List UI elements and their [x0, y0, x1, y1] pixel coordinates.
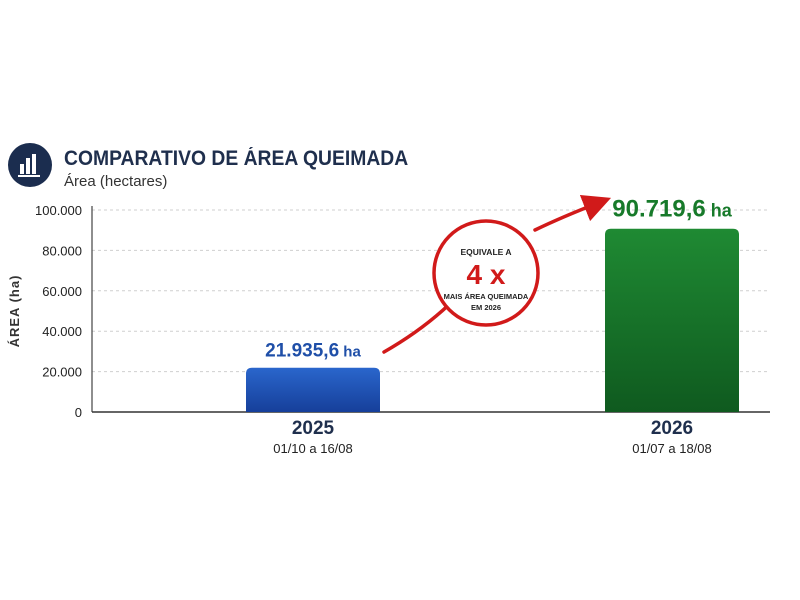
x-tick-label: 2026 [651, 418, 693, 439]
y-tick-label: 0 [75, 405, 82, 420]
chart-header: COMPARATIVO DE ÁREA QUEIMADA Área (hecta… [8, 143, 508, 193]
data-label-2025: 21.935,6 ha [265, 341, 361, 362]
annotation-line1: EQUIVALE A [460, 247, 511, 257]
annotation-multiplier: 4 x [467, 259, 506, 290]
annotation-line3: EM 2026 [471, 303, 501, 312]
x-tick-sublabel: 01/07 a 18/08 [632, 441, 712, 456]
y-tick-label: 100.000 [35, 203, 82, 218]
bar-2025 [246, 367, 380, 412]
bar-chart-icon [8, 143, 52, 187]
annotation-circle [432, 219, 540, 327]
arrow-upper-segment [533, 195, 612, 232]
x-tick-label: 2025 [292, 418, 335, 439]
bar-2026 [605, 228, 739, 412]
chart-subtitle: Área (hectares) [64, 173, 168, 190]
annotation-line2: MAIS ÁREA QUEIMADA [444, 292, 529, 301]
y-tick-label: 80.000 [42, 243, 82, 258]
y-tick-label: 60.000 [42, 284, 82, 299]
x-tick-sublabel: 01/10 a 16/08 [273, 441, 353, 456]
data-label-2026: 90.719,6 ha [612, 196, 732, 223]
y-tick-label: 40.000 [42, 324, 82, 339]
y-tick-label: 20.000 [42, 365, 82, 380]
chart-title: COMPARATIVO DE ÁREA QUEIMADA [64, 147, 409, 170]
y-axis-label: ÁREA (ha) [7, 275, 22, 348]
